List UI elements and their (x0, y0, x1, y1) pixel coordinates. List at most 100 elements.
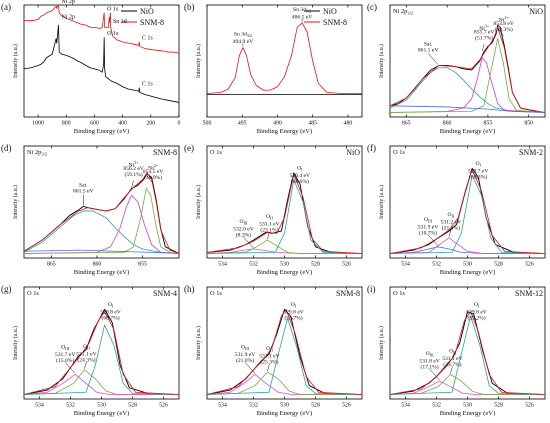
x-tick-label: 855 (138, 262, 147, 268)
annotation-line: (24.3%) (77, 356, 95, 363)
annotation-superscript: 2+ (504, 15, 509, 20)
panel-e: 534 532 530 528 526 Binding Energy (eV) Intens… (183, 141, 366, 282)
annotation-line: O (83, 344, 87, 350)
x-tick-label: 534 (401, 403, 410, 409)
annotation-label: Sn 3d3/2 494.9 eV (233, 32, 254, 46)
annotation-subscript: 5/2 (306, 8, 311, 13)
annotation-line: 529.8 eV (100, 309, 121, 315)
annotation-line: O (291, 302, 295, 308)
annotation-arrow (429, 368, 440, 381)
annotation-subscript: III (244, 221, 249, 226)
annotation-line: O (266, 214, 270, 220)
annotation-line: (48.3%) (495, 26, 513, 33)
annotation-line: Sat. (424, 41, 433, 47)
panel-b-svg: 500 495 490 485 480 Binding Energy (eV) Intens… (184, 2, 363, 135)
x-tick-label: 0 (178, 121, 181, 127)
x-tick-label: 500 (203, 121, 212, 127)
x-tick-label: 532 (432, 403, 441, 409)
annotation-label: Ni2+ 853.8 eV (48.3%) (493, 15, 514, 33)
x-axis-label: Binding Energy (eV) (257, 128, 313, 135)
core-level-subscript: 3/2 (41, 152, 47, 157)
annotation-label: OI 529.4 eV (68.6%) (290, 165, 311, 185)
annotation-label: OI 529.7 eV (68.3%) (468, 161, 489, 181)
series-line-oii (389, 237, 545, 254)
x-axis-label: Binding Energy (eV) (440, 269, 496, 276)
x-axis-label: Binding Energy (eV) (74, 410, 130, 417)
series-line-baseline (23, 249, 180, 254)
annotation-arrow (427, 234, 439, 246)
series-line-fit (389, 169, 546, 254)
annotation-line: (10.7%) (419, 229, 437, 236)
annotation-label: OIII 531.7 eV (15.0%) (55, 344, 76, 364)
panel-g: 534 532 530 528 526 Binding Energy (eV) Intens… (0, 282, 183, 423)
panel-c-svg: 865 860 855 850 Binding Energy (eV) Intensity… (367, 2, 546, 135)
annotation-subscript: 3/2 (247, 33, 252, 38)
annotation-subscript: III (245, 346, 250, 351)
x-axis-label: Binding Energy (eV) (440, 128, 496, 135)
x-tick-label: 850 (524, 121, 533, 127)
x-tick-label: 865 (402, 121, 411, 127)
annotation-subscript: III (65, 346, 70, 351)
panel-h: 534 532 530 528 526 Binding Energy (eV) Intens… (183, 282, 366, 423)
annotation-line: 854.5 eV (143, 169, 164, 175)
annotation-line: 532.0 eV (233, 227, 254, 233)
x-tick-label: 860 (443, 121, 452, 127)
panel-a-svg: 1000 800 600 400 200 0 Binding Energy (eV) Inte… (1, 0, 181, 135)
annotation-label: OIII 532.0 eV (8.3%) (233, 219, 254, 239)
series-line-fit (389, 311, 546, 395)
annotation-subscript: II (87, 345, 90, 350)
annotation-line: Ni (129, 163, 135, 169)
annotation-line: 853.8 eV (493, 21, 514, 27)
panel-c: 865 860 855 850 Binding Energy (eV) Intensity… (366, 0, 549, 141)
annotation-line: O (426, 351, 430, 357)
annotation-subscript: II (270, 348, 273, 353)
annotation-line: (53.7%) (285, 314, 303, 321)
annotation-line: 861.5 eV (73, 188, 94, 194)
series-line-oii (206, 239, 362, 254)
panel-label: (d) (1, 143, 12, 153)
series-line-ni2- (23, 188, 180, 254)
core-level-label: Ni 2p3/2 (27, 149, 47, 157)
annotation-line: Ni (148, 165, 154, 171)
annotation-label: Sn 3d5/2 486.5 eV (292, 7, 313, 21)
series-line-raw (389, 167, 546, 254)
series-line-raw (206, 172, 363, 254)
annotation-line: 486.5 eV (292, 14, 313, 20)
annotation-line: 855.7 eV (474, 30, 495, 36)
annotation-line: (68.6%) (291, 178, 309, 185)
sample-label: SNM-8 (336, 289, 360, 298)
x-tick-label: 534 (218, 262, 227, 268)
annotation-line: 529.7 eV (468, 168, 489, 174)
y-axis-label: Intensity (a.u.) (195, 185, 202, 219)
annotation-arrow (287, 312, 294, 321)
x-tick-label: 526 (342, 403, 351, 409)
annotation-line: (23.1%) (260, 227, 278, 234)
y-axis-label: Intensity (a.u.) (195, 44, 202, 78)
annotation-line: O (448, 212, 452, 218)
annotation-line: 531.1 eV (76, 351, 97, 357)
annotation-line: (59.2%) (468, 314, 486, 321)
annotation-label: Ni2+ 854.5 eV (40.9%) (143, 163, 164, 181)
series-line-raw (23, 308, 180, 395)
series-line-fit (389, 27, 546, 113)
annotation-subscript: I (480, 162, 482, 167)
annotation-line: O (239, 219, 243, 225)
plot-frame (206, 286, 363, 400)
y-axis-label: Intensity (a.u.) (12, 326, 19, 360)
legend-label: SNM-8 (140, 18, 164, 27)
series-line-oiii (206, 373, 362, 395)
x-tick-label: 480 (344, 121, 353, 127)
annotation-line: 531.9 eV (418, 224, 439, 230)
annotation-label: OIII 531.8 eV (17.1%) (419, 351, 440, 371)
annotation-arrow (84, 361, 87, 369)
peak-label: O 1s (107, 31, 119, 37)
sample-label: NiO (529, 7, 543, 16)
legend-label: SNM-8 (323, 18, 347, 27)
plot-frame (389, 286, 546, 400)
annotation-line: 529.8 eV (283, 309, 304, 315)
panel-b: 500 495 490 485 480 Binding Energy (eV) Intens… (183, 0, 366, 141)
annotation-arrow (244, 362, 256, 374)
annotation-subscript: I (295, 303, 297, 308)
x-axis-label: Binding Energy (eV) (74, 269, 130, 276)
